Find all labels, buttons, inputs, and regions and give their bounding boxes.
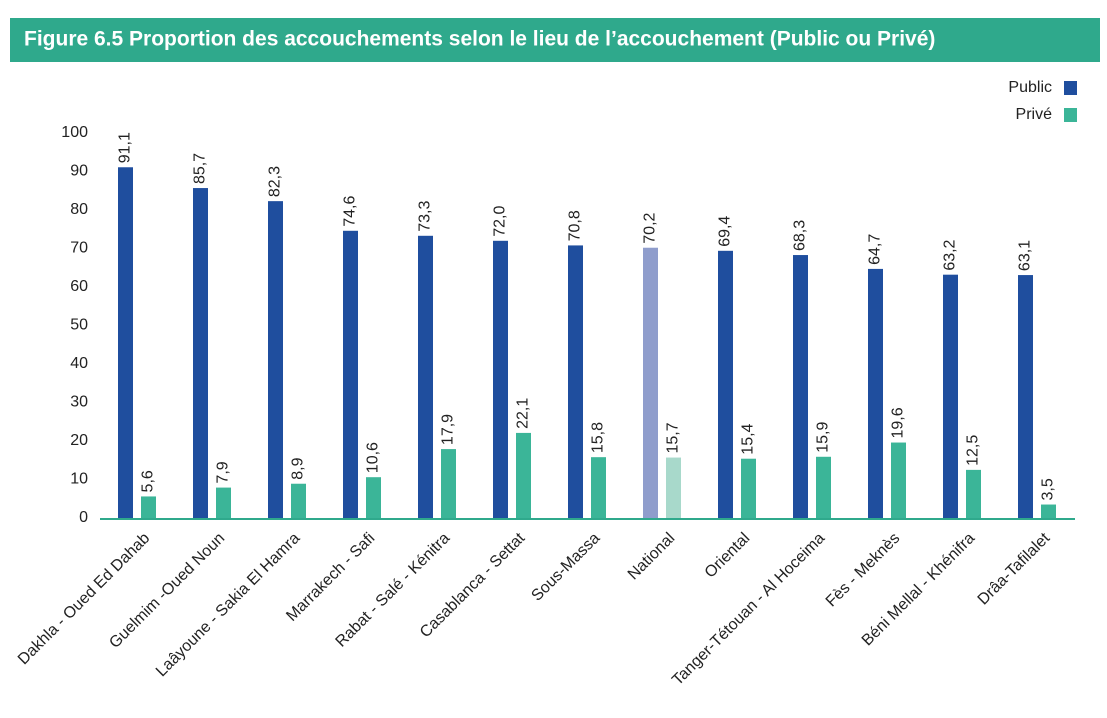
bar <box>741 458 756 518</box>
value-label: 82,3 <box>267 166 284 197</box>
bar <box>343 230 358 519</box>
bar <box>193 188 208 518</box>
chart-title: Figure 6.5 Proportion des accouchements … <box>24 28 935 51</box>
value-label: 5,6 <box>140 470 157 492</box>
value-label: 17,9 <box>440 414 457 445</box>
bar <box>643 247 658 519</box>
value-label: 68,3 <box>792 220 809 251</box>
value-label: 63,2 <box>942 239 959 270</box>
bar <box>516 432 531 518</box>
x-tick-label: Drâa-Tafilalet <box>975 529 1054 608</box>
value-label: 73,3 <box>417 201 434 232</box>
legend-swatch <box>1064 108 1077 122</box>
bar <box>268 201 283 518</box>
bar <box>666 457 681 518</box>
bar <box>868 268 883 518</box>
x-tick-label: Oriental <box>702 530 754 582</box>
y-tick-label: 70 <box>70 240 88 257</box>
bar <box>718 250 733 518</box>
value-label: 72,0 <box>492 206 509 237</box>
y-tick-label: 100 <box>61 124 88 141</box>
value-label: 70,2 <box>642 212 659 243</box>
bar <box>943 274 958 518</box>
y-tick-label: 20 <box>70 432 88 449</box>
value-label: 3,5 <box>1040 478 1057 500</box>
value-label: 70,8 <box>567 210 584 241</box>
value-label: 69,4 <box>717 216 734 247</box>
value-label: 10,6 <box>365 442 382 473</box>
x-tick-label: Dakhla - Oued Ed Dahab <box>15 530 154 669</box>
value-label: 15,8 <box>590 422 607 453</box>
bar <box>141 496 156 518</box>
value-label: 74,6 <box>342 196 359 227</box>
bar <box>216 487 231 518</box>
bar <box>1018 275 1033 518</box>
x-tick-label: National <box>625 530 679 584</box>
y-tick-label: 90 <box>70 163 88 180</box>
bar <box>568 245 583 519</box>
value-label: 15,4 <box>740 423 757 454</box>
value-label: 85,7 <box>192 153 209 184</box>
value-label: 8,9 <box>290 457 307 479</box>
bar <box>966 469 981 518</box>
bar <box>118 167 133 518</box>
value-label: 91,1 <box>117 132 134 163</box>
y-tick-label: 10 <box>70 471 88 488</box>
bar <box>1041 504 1056 518</box>
legend-label: Privé <box>1016 106 1053 123</box>
value-label: 7,9 <box>215 461 232 483</box>
bar <box>816 456 831 518</box>
bar <box>891 442 906 518</box>
y-tick-label: 50 <box>70 317 88 334</box>
bar <box>591 457 606 518</box>
y-tick-label: 40 <box>70 355 88 372</box>
y-tick-label: 30 <box>70 394 88 411</box>
title-banner <box>10 18 1100 62</box>
bar <box>291 483 306 518</box>
x-tick-label: Laâyoune - Sakia El Hamra <box>153 530 303 680</box>
value-label: 64,7 <box>867 234 884 265</box>
bar <box>366 477 381 518</box>
y-tick-label: 0 <box>79 509 88 526</box>
value-label: 12,5 <box>965 435 982 466</box>
value-label: 19,6 <box>890 407 907 438</box>
value-label: 15,9 <box>815 422 832 453</box>
x-tick-label: Fès - Meknès <box>823 530 904 611</box>
bar <box>493 240 508 519</box>
y-tick-label: 60 <box>70 278 88 295</box>
value-label: 63,1 <box>1017 240 1034 271</box>
x-tick-label: Tanger-Tétouan - Al Hoceima <box>669 530 828 689</box>
bar <box>793 255 808 519</box>
legend-label: Public <box>1008 79 1052 96</box>
legend-swatch <box>1064 81 1077 95</box>
y-tick-label: 80 <box>70 201 88 218</box>
x-tick-label: Sous-Massa <box>528 530 603 605</box>
bar <box>418 235 433 519</box>
value-label: 15,7 <box>665 422 682 453</box>
bar <box>441 449 456 518</box>
value-label: 22,1 <box>515 398 532 429</box>
